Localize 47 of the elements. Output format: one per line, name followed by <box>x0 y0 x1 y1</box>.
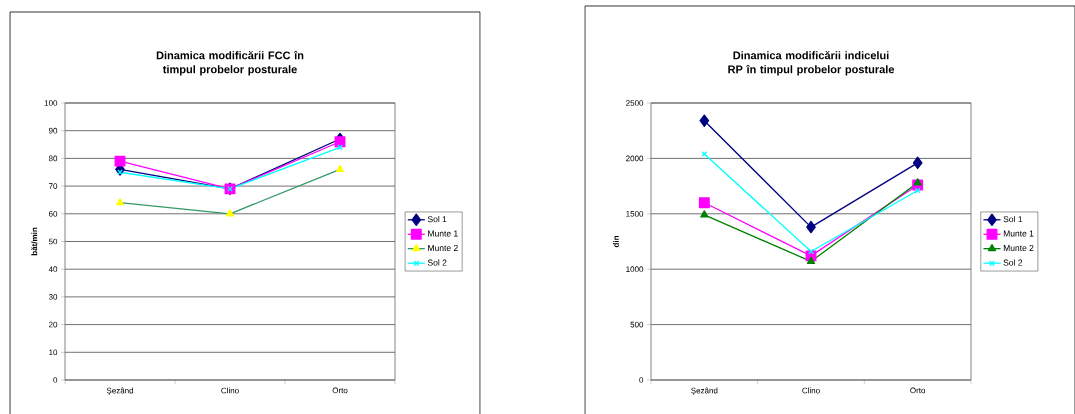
y-tick-label: 40 <box>48 266 58 273</box>
legend-label: Sol 2 <box>1003 259 1023 266</box>
y-tick-label: 0 <box>639 377 644 383</box>
legend-label: Sol 1 <box>427 215 447 223</box>
point <box>808 248 814 255</box>
x-tick-label: Clino <box>221 387 239 394</box>
y-tick-label: 60 <box>48 210 58 217</box>
y-tick-label: 2000 <box>626 155 644 162</box>
y-tick-label: 90 <box>48 127 58 134</box>
x-tick-label: Orto <box>910 387 926 394</box>
x-tick-label: Şezând <box>106 387 134 396</box>
legend-label: Sol 1 <box>1003 215 1023 223</box>
point <box>114 155 126 167</box>
x-tick-label: Şezând <box>691 387 718 396</box>
legend-label: Munte 2 <box>1003 244 1034 251</box>
y-tick-label: 10 <box>49 349 58 356</box>
x-tick-label: Clino <box>802 387 820 394</box>
y-tick-label: 500 <box>630 321 644 328</box>
point <box>913 178 922 186</box>
y-tick-label: 1500 <box>626 210 644 217</box>
point <box>225 209 235 217</box>
point <box>698 197 710 209</box>
y-tick-label: 2500 <box>626 100 644 106</box>
y-tick-label: 100 <box>44 100 58 106</box>
point <box>912 156 923 170</box>
y-tick-label: 1000 <box>626 266 644 273</box>
y-tick-label: 20 <box>48 321 58 328</box>
x-tick-label: Orto <box>332 387 348 394</box>
point <box>335 164 345 173</box>
y-axis-title: băt/min <box>31 227 38 256</box>
y-axis-title: din <box>612 235 619 248</box>
y-tick-label: 70 <box>48 183 58 189</box>
legend-label: Munte 1 <box>428 230 458 237</box>
chart-title: Dinamica modificării indicelui RP în timpul probelor posturale <box>728 51 895 76</box>
y-tick-label: 50 <box>48 238 58 245</box>
point <box>115 198 125 206</box>
point <box>700 210 709 218</box>
y-tick-label: 30 <box>48 294 58 300</box>
point <box>806 256 816 265</box>
legend-label: Munte 2 <box>428 244 458 251</box>
point <box>699 114 710 127</box>
y-tick-label: 80 <box>48 155 58 162</box>
legend-label: Sol 2 <box>427 259 447 266</box>
legend-label: Munte 1 <box>1003 230 1034 237</box>
chart-title: Dinamica modificării FCC în timpul probelor posturale <box>156 50 304 76</box>
point <box>806 220 816 234</box>
y-tick-label: 0 <box>53 377 58 383</box>
